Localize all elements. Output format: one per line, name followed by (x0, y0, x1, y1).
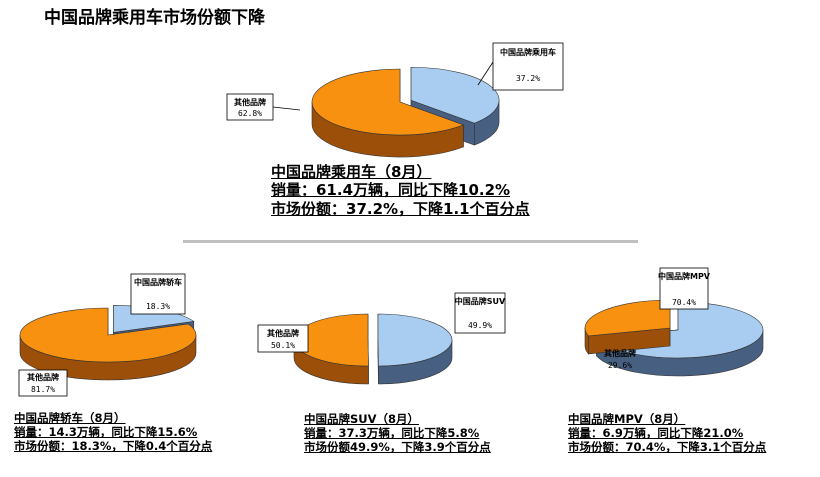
mpv-summary: 中国品牌MPV（8月） 销量：6.9万辆，同比下降21.0% 市场份额：70.4… (568, 412, 766, 454)
main-summary: 中国品牌乘用车（8月） 销量：61.4万辆，同比下降10.2% 市场份额：37.… (271, 163, 530, 218)
pie-slice-others (19, 307, 197, 363)
sedan-china-name: 中国品牌轿车 (134, 277, 182, 287)
sedan-summary-sales: 销量：14.3万辆，同比下降15.6% (14, 425, 198, 440)
suv-summary: 中国品牌SUV（8月） 销量：37.3万辆，同比下降5.8% 市场份额49.9%… (304, 412, 491, 454)
suv-others-name: 其他品牌 (267, 328, 299, 338)
sedan-summary-share: 市场份额：18.3%，下降0.4个百分点 (14, 439, 213, 454)
main-summary-title: 中国品牌乘用车（8月） (271, 163, 432, 181)
mpv-summary-title: 中国品牌MPV（8月） (568, 412, 686, 426)
suv-summary-sales: 销量：37.3万辆，同比下降5.8% (304, 426, 480, 441)
sedan-others-name: 其他品牌 (27, 372, 59, 382)
main-summary-share: 市场份额：37.2%，下降1.1个百分点 (271, 199, 530, 218)
mpv-label-others: 其他品牌 29.6% (604, 348, 636, 370)
suv-label-china: 中国品牌SUV 49.9% (454, 292, 506, 334)
main-label-china: 中国品牌乘用车 37.2% (477, 42, 564, 91)
mpv-summary-share: 市场份额：70.4%，下降3.1个百分点 (568, 440, 767, 455)
sedan-label-others: 其他品牌 81.7% (18, 369, 68, 397)
suv-summary-share: 市场份额49.9%，下降3.9个百分点 (304, 440, 491, 455)
main-summary-sales: 销量：61.4万辆，同比下降10.2% (271, 181, 511, 200)
pie-slice-others (311, 68, 465, 136)
main-china-value: 37.2% (516, 74, 540, 83)
sedan-china-value: 18.3% (146, 302, 170, 311)
main-others-name: 其他品牌 (234, 97, 266, 107)
sedan-pie (19, 305, 197, 381)
mpv-label-china: 中国品牌MPV 70.4% (658, 267, 711, 310)
mpv-summary-sales: 销量：6.9万辆，同比下降21.0% (568, 426, 744, 441)
sedan-label-china: 中国品牌轿车 18.3% (130, 273, 186, 315)
pie-slice-others (584, 299, 671, 337)
main-others-value: 62.8% (238, 109, 262, 118)
suv-china-name: 中国品牌SUV (455, 296, 506, 306)
suv-pie (293, 313, 453, 385)
sedan-summary-title: 中国品牌轿车（8月） (14, 411, 126, 425)
mpv-china-name: 中国品牌MPV (658, 271, 711, 281)
mpv-others-name: 其他品牌 (604, 348, 636, 358)
suv-summary-title: 中国品牌SUV（8月） (304, 412, 420, 426)
divider (183, 240, 638, 243)
suv-others-value: 50.1% (271, 341, 295, 350)
main-china-name: 中国品牌乘用车 (500, 47, 556, 57)
pie-slice-china (410, 66, 500, 124)
suv-label-others: 其他品牌 50.1% (257, 324, 309, 353)
pie-slice-china (377, 313, 453, 367)
main-pie (311, 66, 500, 158)
sedan-others-value: 81.7% (31, 385, 55, 394)
page-title: 中国品牌乘用车市场份额下降 (44, 8, 265, 28)
mpv-others-value: 29.6% (608, 361, 632, 370)
mpv-china-value: 70.4% (672, 298, 696, 307)
mpv-pie (584, 299, 764, 377)
main-label-others: 其他品牌 62.8% (226, 93, 301, 121)
suv-china-value: 49.9% (468, 321, 492, 330)
sedan-summary: 中国品牌轿车（8月） 销量：14.3万辆，同比下降15.6% 市场份额：18.3… (14, 411, 212, 453)
